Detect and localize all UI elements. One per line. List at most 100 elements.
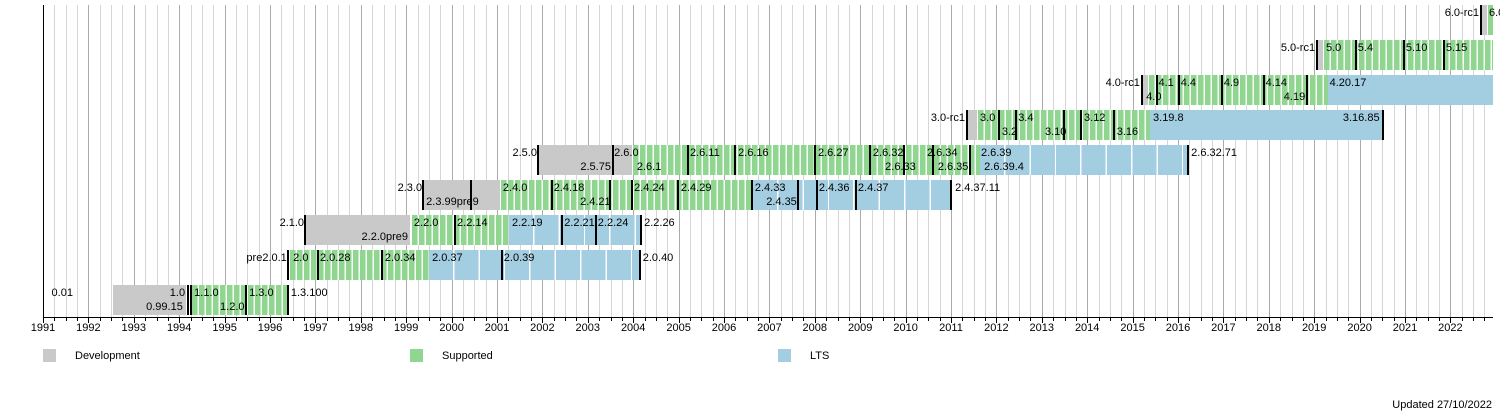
gridline — [304, 5, 306, 317]
version-label: 2.2.0pre9 — [361, 231, 409, 243]
bar-segment-supported — [633, 145, 981, 175]
version-label: 0.01 — [51, 287, 73, 299]
gridline — [54, 5, 56, 317]
bar-segment-development — [1317, 40, 1323, 70]
axis-tick — [792, 318, 794, 321]
axis-tick — [270, 318, 271, 323]
gridline — [360, 5, 362, 317]
axis-tick — [1212, 318, 1214, 321]
release-marker — [751, 180, 754, 210]
gridline — [1212, 5, 1214, 317]
axis-tick — [531, 318, 533, 321]
bar-segment-lts — [1149, 110, 1383, 140]
gridline — [145, 5, 147, 317]
version-label: 3.2 — [1001, 126, 1018, 138]
year-tick-label: 2013 — [1029, 322, 1055, 334]
axis-tick — [814, 318, 816, 323]
axis-tick — [565, 318, 567, 321]
release-marker — [931, 145, 934, 175]
release-marker — [317, 250, 320, 280]
release-marker — [1014, 110, 1017, 140]
year-tick-label: 1999 — [393, 322, 419, 334]
gridline — [1302, 5, 1304, 317]
version-label: 3.12 — [1084, 112, 1106, 124]
version-label: pre2.0.1 — [246, 252, 287, 264]
version-label: 2.6.16 — [738, 147, 769, 159]
axis-tick — [916, 318, 918, 321]
release-marker — [639, 215, 642, 245]
axis-tick — [599, 318, 601, 321]
release-marker — [560, 215, 563, 245]
gridline — [1246, 5, 1248, 317]
axis-tick — [621, 318, 623, 321]
release-marker — [287, 250, 290, 280]
axis-tick — [553, 318, 555, 321]
year-tick-label: 1994 — [166, 322, 192, 334]
year-tick-label: 1993 — [121, 322, 147, 334]
release-marker — [1063, 110, 1066, 140]
release-marker — [1262, 75, 1265, 105]
axis-tick — [292, 318, 294, 321]
year-tick-label: 1996 — [257, 322, 283, 334]
y-axis-line — [43, 5, 44, 318]
legend-label-supported: Supported — [442, 350, 493, 362]
version-label: 2.0.34 — [384, 252, 416, 264]
year-tick-label: 2022 — [1438, 322, 1463, 334]
axis-tick — [837, 318, 839, 321]
axis-tick — [65, 318, 67, 321]
version-label: 2.2.21 — [564, 217, 595, 229]
version-label: 1.0 — [169, 287, 186, 299]
year-tick-label: 2007 — [757, 322, 782, 334]
axis-tick — [360, 318, 362, 323]
bar-segment-development — [112, 285, 186, 315]
axis-tick — [689, 318, 691, 321]
axis-tick — [701, 318, 703, 321]
version-label: 2.4.37.11 — [955, 182, 1001, 194]
axis-tick — [746, 318, 748, 321]
version-label: 5.15 — [1445, 42, 1468, 54]
bar-segment-supported — [501, 180, 753, 210]
year-tick-label: 1995 — [212, 322, 237, 334]
axis-tick — [735, 318, 737, 321]
gridline — [383, 5, 385, 317]
version-label: 4.9 — [1223, 77, 1240, 89]
gridline — [1314, 5, 1316, 317]
axis-tick — [973, 318, 975, 321]
version-label: 2.3.99pre9 — [426, 196, 479, 208]
axis-tick — [1132, 318, 1134, 323]
axis-tick — [1189, 318, 1191, 321]
gridline — [1234, 5, 1236, 317]
release-marker — [303, 215, 306, 245]
release-marker — [677, 180, 680, 210]
year-tick-label: 2021 — [1392, 322, 1418, 334]
release-marker — [868, 145, 871, 175]
version-label: 2.2.24 — [597, 217, 629, 229]
gridline — [428, 5, 430, 317]
gridline — [485, 5, 487, 317]
axis-tick — [1223, 318, 1225, 323]
axis-tick — [1439, 318, 1441, 321]
release-marker — [950, 180, 952, 210]
gridline — [133, 5, 135, 317]
gridline — [372, 5, 374, 317]
release-marker — [1305, 75, 1308, 105]
axis-tick — [1359, 318, 1361, 323]
axis-tick — [1234, 318, 1236, 321]
axis-tick — [1473, 318, 1475, 321]
axis-tick — [383, 318, 385, 321]
axis-tick — [655, 318, 657, 321]
gridline — [65, 5, 67, 317]
version-label: 2.4.18 — [553, 182, 585, 194]
release-marker — [500, 250, 503, 280]
gridline — [1461, 5, 1463, 317]
axis-tick — [1007, 318, 1009, 321]
gridline — [406, 5, 408, 317]
axis-tick — [1166, 318, 1168, 321]
axis-tick — [474, 318, 476, 321]
axis-tick — [644, 318, 646, 321]
year-tick-label: 2002 — [530, 322, 555, 334]
version-label: 2.6.32 — [872, 147, 904, 159]
version-label: 2.4.24 — [634, 182, 665, 194]
year-tick-label: 2011 — [939, 322, 963, 334]
axis-tick — [247, 318, 249, 321]
